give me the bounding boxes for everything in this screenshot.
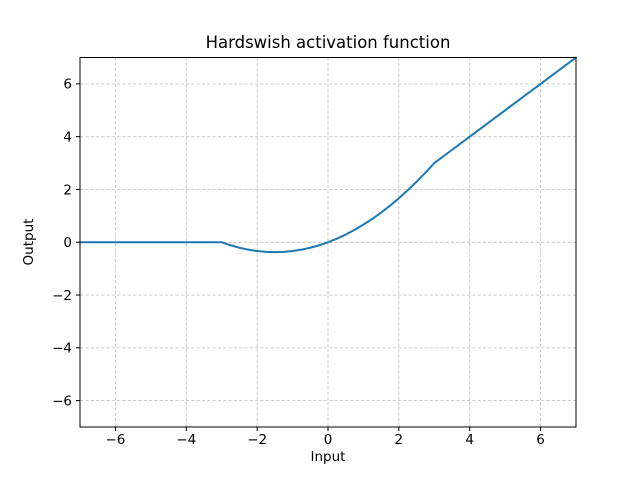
series-line-hardswish (79, 56, 577, 254)
x-tick-label: −2 (247, 432, 267, 448)
y-tick-label: 2 (63, 182, 72, 198)
x-tick-label: 2 (395, 432, 404, 448)
y-tick-label: 4 (63, 129, 72, 145)
x-tick-label: −4 (176, 432, 196, 448)
y-tick-label: 6 (63, 77, 72, 93)
y-tick-label: 0 (63, 235, 72, 251)
y-tick-label: −4 (52, 341, 72, 357)
x-tick-label: 0 (324, 432, 333, 448)
y-tick-label: −2 (52, 288, 72, 304)
y-tick-label: −6 (52, 393, 72, 409)
x-tick-label: 4 (465, 432, 474, 448)
x-tick-label: −6 (105, 432, 125, 448)
x-axis-label: Input (310, 449, 346, 465)
chart-title: Hardswish activation function (205, 33, 451, 52)
x-tick-label: 6 (536, 432, 545, 448)
y-axis-label: Output (21, 218, 37, 266)
